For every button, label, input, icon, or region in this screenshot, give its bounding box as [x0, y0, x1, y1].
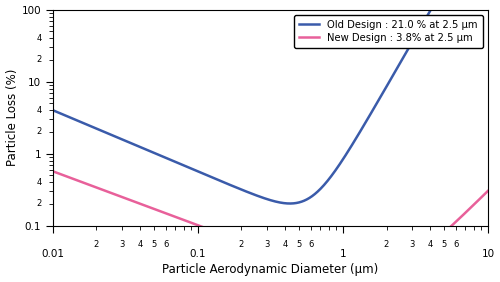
Text: 6: 6 [163, 239, 168, 248]
Text: 2: 2 [36, 55, 42, 64]
Old Design : 21.0 % at 2.5 μm: (2.31, 14.1): 21.0 % at 2.5 μm: (2.31, 14.1) [392, 69, 398, 72]
Text: 5: 5 [296, 239, 302, 248]
Line: Old Design : 21.0 % at 2.5 μm: Old Design : 21.0 % at 2.5 μm [53, 0, 488, 204]
Old Design : 21.0 % at 2.5 μm: (0.432, 0.203): 21.0 % at 2.5 μm: (0.432, 0.203) [287, 202, 293, 205]
Text: 2: 2 [384, 239, 389, 248]
Text: 4: 4 [282, 239, 288, 248]
Text: 2: 2 [94, 239, 99, 248]
New Design : 3.8% at 2.5 μm: (8.18, 0.205): 3.8% at 2.5 μm: (8.18, 0.205) [472, 202, 478, 205]
X-axis label: Particle Aerodynamic Diameter (μm): Particle Aerodynamic Diameter (μm) [162, 263, 378, 276]
Text: 3: 3 [120, 239, 124, 248]
Text: 2: 2 [36, 199, 42, 208]
Text: 4: 4 [36, 106, 42, 115]
New Design : 3.8% at 2.5 μm: (0.0142, 0.437): 3.8% at 2.5 μm: (0.0142, 0.437) [72, 178, 78, 181]
Text: 6: 6 [453, 239, 458, 248]
Text: 6: 6 [308, 239, 314, 248]
Line: New Design : 3.8% at 2.5 μm: New Design : 3.8% at 2.5 μm [53, 171, 488, 276]
New Design : 3.8% at 2.5 μm: (0.239, 0.0528): 3.8% at 2.5 μm: (0.239, 0.0528) [250, 244, 256, 247]
Text: 4: 4 [36, 34, 42, 43]
Old Design : 21.0 % at 2.5 μm: (0.239, 0.275): 21.0 % at 2.5 μm: (0.239, 0.275) [250, 192, 256, 196]
Text: 4: 4 [36, 178, 42, 187]
New Design : 3.8% at 2.5 μm: (2.31, 0.0256): 3.8% at 2.5 μm: (2.31, 0.0256) [392, 266, 398, 270]
Old Design : 21.0 % at 2.5 μm: (0.01, 4.01): 21.0 % at 2.5 μm: (0.01, 4.01) [50, 109, 56, 112]
New Design : 3.8% at 2.5 μm: (0.01, 0.569): 3.8% at 2.5 μm: (0.01, 0.569) [50, 169, 56, 173]
New Design : 3.8% at 2.5 μm: (1.34, 0.0198): 3.8% at 2.5 μm: (1.34, 0.0198) [358, 275, 364, 278]
New Design : 3.8% at 2.5 μm: (10, 0.303): 3.8% at 2.5 μm: (10, 0.303) [485, 189, 491, 193]
Legend: Old Design : 21.0 % at 2.5 μm, New Design : 3.8% at 2.5 μm: Old Design : 21.0 % at 2.5 μm, New Desig… [294, 15, 483, 48]
Old Design : 21.0 % at 2.5 μm: (0.288, 0.24): 21.0 % at 2.5 μm: (0.288, 0.24) [262, 197, 268, 200]
Y-axis label: Particle Loss (%): Particle Loss (%) [6, 69, 18, 166]
Text: 3: 3 [264, 239, 270, 248]
Old Design : 21.0 % at 2.5 μm: (0.0142, 2.97): 21.0 % at 2.5 μm: (0.0142, 2.97) [72, 118, 78, 121]
Text: 2: 2 [239, 239, 244, 248]
Text: 4: 4 [138, 239, 142, 248]
Text: 2: 2 [36, 127, 42, 136]
Text: 5: 5 [152, 239, 157, 248]
Text: 3: 3 [410, 239, 414, 248]
New Design : 3.8% at 2.5 μm: (0.288, 0.0461): 3.8% at 2.5 μm: (0.288, 0.0461) [262, 248, 268, 252]
Text: 5: 5 [442, 239, 447, 248]
New Design : 3.8% at 2.5 μm: (8.21, 0.206): 3.8% at 2.5 μm: (8.21, 0.206) [472, 201, 478, 205]
Text: 4: 4 [428, 239, 433, 248]
